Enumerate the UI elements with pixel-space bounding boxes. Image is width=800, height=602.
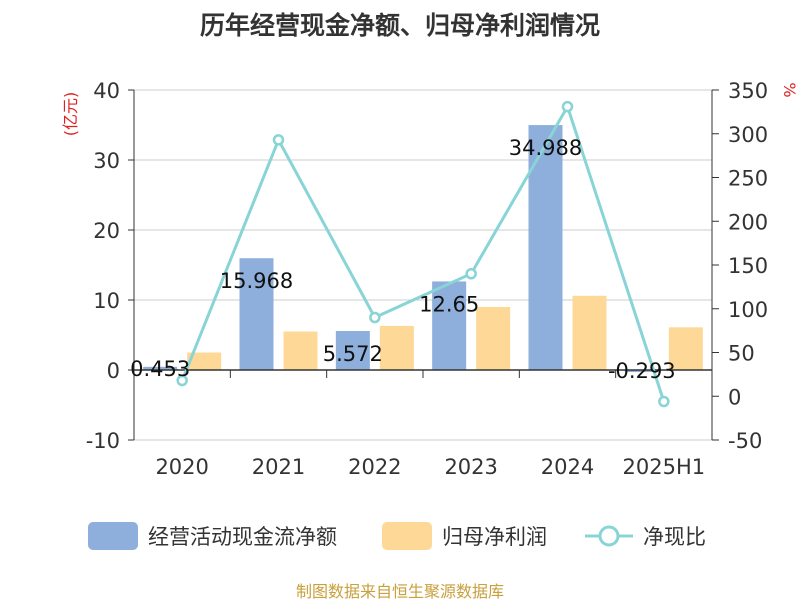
right-tick-label: 200 — [728, 210, 768, 234]
right-tick-label: 100 — [728, 298, 768, 322]
ratio-line — [176, 100, 670, 408]
right-tick-label: 150 — [728, 254, 768, 278]
left-axis-unit: (亿元) — [61, 92, 80, 137]
right-tick-label: 50 — [728, 342, 755, 366]
legend-swatch-net-profit — [382, 522, 432, 550]
data-label-cash-flow: 12.65 — [419, 292, 479, 316]
right-tick-label: 0 — [728, 385, 741, 409]
legend-item-cash-flow[interactable]: 经营活动现金流净额 — [88, 518, 337, 554]
bar-net-profit — [572, 295, 607, 370]
category-label: 2024 — [541, 455, 594, 479]
right-tick-label: 300 — [728, 123, 768, 147]
right-axis-unit: % — [780, 82, 799, 97]
bar-cash-flow — [143, 366, 178, 370]
data-label-cash-flow: 0.453 — [130, 357, 190, 381]
legend-swatch-ratio — [585, 525, 633, 547]
ratio-point — [272, 134, 285, 146]
bar-net-profit — [187, 352, 222, 370]
data-label-cash-flow: -0.293 — [608, 359, 676, 383]
bar-cash-flow — [624, 370, 659, 373]
data-label-cash-flow: 5.572 — [323, 342, 383, 366]
right-tick-label: 250 — [728, 167, 768, 191]
legend-swatch-cash-flow — [88, 522, 138, 550]
bar-net-profit — [283, 331, 318, 370]
category-label: 2023 — [444, 455, 497, 479]
legend-label-net-profit: 归母净利润 — [442, 525, 547, 549]
ratio-point — [658, 395, 670, 408]
ratio-point — [465, 268, 477, 280]
bar-cash-flow — [528, 125, 563, 370]
bar-cash-flow — [335, 330, 370, 370]
axes: 403020100-10350300250200150100500-502020… — [61, 79, 799, 479]
ratio-point — [176, 374, 188, 387]
category-label: 2020 — [155, 455, 208, 479]
right-tick-label: 350 — [728, 79, 768, 103]
legend-label-ratio: 净现比 — [643, 525, 706, 549]
left-tick-label: 0 — [107, 359, 120, 383]
bar-net-profit — [668, 327, 703, 370]
legend-item-net-profit[interactable]: 归母净利润 — [382, 518, 547, 554]
chart-title: 历年经营现金净额、归母净利润情况 — [199, 11, 600, 40]
legend-item-ratio[interactable]: 净现比 — [585, 518, 706, 554]
ratio-line-path — [180, 102, 666, 402]
bars — [143, 125, 703, 373]
right-tick-label: -50 — [728, 429, 762, 453]
left-tick-label: 20 — [93, 219, 120, 243]
category-label: 2025H1 — [623, 455, 706, 479]
bar-cash-flow — [432, 281, 467, 370]
left-tick-label: 30 — [93, 149, 120, 173]
grid-lines — [134, 89, 712, 441]
left-tick-label: 40 — [93, 79, 120, 103]
bar-net-profit — [476, 307, 511, 370]
data-labels: 0.453 15.968 5.572 12.65 34.988 -0.293 — [130, 136, 676, 383]
data-label-cash-flow: 15.968 — [220, 269, 293, 293]
left-tick-label: -10 — [86, 429, 120, 453]
ratio-point — [369, 311, 381, 324]
legend-label-cash-flow: 经营活动现金流净额 — [148, 525, 337, 549]
source-note: 制图数据来自恒生聚源数据库 — [295, 582, 504, 601]
category-label: 2021 — [252, 455, 305, 479]
bar-cash-flow — [239, 258, 274, 370]
category-label: 2022 — [348, 455, 401, 479]
left-tick-label: 10 — [93, 289, 120, 313]
legend: 经营活动现金流净额 归母净利润 净现比 — [0, 518, 800, 554]
bar-net-profit — [379, 325, 414, 370]
ratio-point — [561, 100, 574, 113]
data-label-cash-flow: 34.988 — [509, 136, 582, 160]
